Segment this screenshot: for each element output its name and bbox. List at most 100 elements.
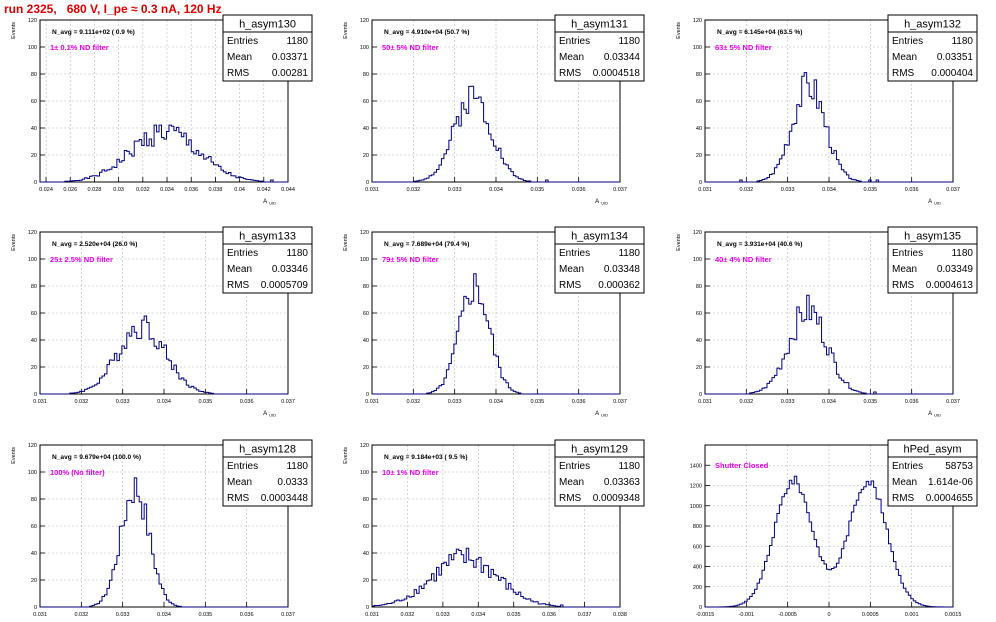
x-tick-label: 0.037 <box>613 399 627 405</box>
stats-title: h_asym128 <box>239 444 296 456</box>
histogram-series <box>40 124 288 183</box>
y-tick-label: 60 <box>363 311 369 317</box>
y-tick-label: 120 <box>693 18 702 24</box>
x-tick-label: 0.034 <box>489 187 503 193</box>
y-tick-label: 200 <box>693 585 702 591</box>
y-axis-label: Events <box>343 234 349 251</box>
y-tick-label: 40 <box>696 126 702 132</box>
y-tick-label: 0 <box>366 392 369 398</box>
x-tick-label: 0.037 <box>946 399 960 405</box>
stats-box <box>222 14 313 82</box>
x-tick-label: 0.032 <box>739 187 753 193</box>
stats-value: 0.000404 <box>931 68 973 79</box>
x-tick-label: 0.0015 <box>945 612 962 618</box>
stats-value: 1180 <box>286 36 308 47</box>
x-tick-label: 0.031 <box>365 612 379 618</box>
navg-label: N_avg = 9.679e+04 (100.0 %) <box>52 454 141 461</box>
x-tick-label: 0.042 <box>257 187 271 193</box>
filter-label: 100% (No filter) <box>50 468 105 477</box>
x-tick-label: 0.036 <box>572 399 586 405</box>
stats-label: RMS <box>559 68 582 79</box>
stats-value: 0.03351 <box>937 52 974 63</box>
y-tick-label: 400 <box>693 565 702 571</box>
chart-h_asym134: 0.031 0.032 0.033 0.034 0.035 0.036 0.037 0 20 40… <box>343 226 645 418</box>
stats-box <box>887 439 978 507</box>
y-tick-label: 0 <box>34 605 37 611</box>
y-tick-label: 1400 <box>690 463 702 469</box>
x-tick-label: 0.031 <box>698 399 712 405</box>
y-tick-label: 0 <box>34 392 37 398</box>
x-tick-label: 0.034 <box>471 612 485 618</box>
x-tick-label: 0.037 <box>578 612 592 618</box>
stats-label: RMS <box>892 68 915 79</box>
y-tick-label: 40 <box>363 338 369 344</box>
x-tick-label: 0.035 <box>198 612 212 618</box>
stats-label: Mean <box>559 264 584 275</box>
chart-h_asym133: 0.031 0.032 0.033 0.034 0.035 0.036 0.037 0 20 40… <box>11 226 313 418</box>
x-tick-label: 0.035 <box>863 187 877 193</box>
x-tick-label: 0.033 <box>781 187 795 193</box>
x-tick-label: 0.036 <box>184 187 198 193</box>
stats-box <box>554 226 645 294</box>
x-tick-label: 0.036 <box>905 399 919 405</box>
x-tick-label: 0.037 <box>613 187 627 193</box>
x-axis-label: A UID <box>263 411 276 418</box>
x-tick-label: 0.034 <box>822 187 836 193</box>
filter-label: 1± 0.1% ND filter <box>50 43 109 52</box>
y-tick-label: 80 <box>363 284 369 290</box>
stats-value: 0.03344 <box>604 52 641 63</box>
y-tick-label: 60 <box>31 311 37 317</box>
y-tick-label: 0 <box>34 180 37 186</box>
stats-label: Mean <box>892 52 917 63</box>
stats-title: h_asym130 <box>239 19 296 31</box>
x-tick-label: 0.033 <box>781 399 795 405</box>
y-tick-label: 20 <box>31 578 37 584</box>
stats-label: Entries <box>892 461 923 472</box>
stats-box <box>222 439 313 507</box>
x-tick-label: 0.026 <box>63 187 77 193</box>
y-tick-label: 100 <box>360 45 369 51</box>
y-tick-label: 120 <box>28 443 37 449</box>
stats-value: 0.03348 <box>604 264 641 275</box>
y-tick-label: 40 <box>31 338 37 344</box>
x-tick-label: 0.037 <box>281 612 295 618</box>
y-tick-label: 0 <box>366 605 369 611</box>
x-tick-label: 0.034 <box>157 612 171 618</box>
navg-label: N_avg = 6.145e+04 (63.5 %) <box>717 29 802 36</box>
chart-h_asym135: 0.031 0.032 0.033 0.034 0.035 0.036 0.037 0 20 40… <box>676 226 978 418</box>
x-axis-label: A UID <box>928 199 941 206</box>
y-tick-label: 0 <box>366 180 369 186</box>
stats-box <box>554 439 645 507</box>
y-tick-label: 20 <box>696 153 702 159</box>
x-tick-label: 0.033 <box>448 187 462 193</box>
y-tick-label: 40 <box>363 126 369 132</box>
stats-value: 58753 <box>945 461 973 472</box>
navg-label: N_avg = 4.910e+04 (50.7 %) <box>384 29 469 36</box>
x-tick-label: 0.032 <box>74 399 88 405</box>
stats-value: 1180 <box>286 248 308 259</box>
y-tick-label: 120 <box>360 18 369 24</box>
histogram-series <box>705 294 953 395</box>
y-tick-label: 80 <box>696 72 702 78</box>
filter-label: 79± 5% ND filter <box>382 255 439 264</box>
filter-label: 63± 5% ND filter <box>715 43 772 52</box>
stats-value: 0.03363 <box>604 477 641 488</box>
y-tick-label: 600 <box>693 544 702 550</box>
stats-value: 1180 <box>618 36 640 47</box>
y-tick-label: 80 <box>696 284 702 290</box>
navg-label: N_avg = 7.689e+04 (79.4 %) <box>384 241 469 248</box>
x-tick-label: 0.035 <box>863 399 877 405</box>
x-tick-label: 0.037 <box>281 399 295 405</box>
y-tick-label: 0 <box>699 392 702 398</box>
y-axis-label: Events <box>343 447 349 464</box>
x-tick-label: 0.001 <box>905 612 919 618</box>
stats-label: Mean <box>227 52 252 63</box>
filter-label: 40± 4% ND filter <box>715 255 772 264</box>
stats-label: Mean <box>892 264 917 275</box>
stats-value: 0.0004518 <box>593 68 641 79</box>
histogram-series <box>705 72 953 183</box>
stats-label: Mean <box>559 477 584 488</box>
stats-title: hPed_asym <box>903 444 961 456</box>
stats-title: h_asym132 <box>904 19 961 31</box>
chart-hPed_asym: -0.0015 -0.001 -0.0005 0 0.0005 0.001 0.0015 0 2… <box>690 439 978 618</box>
